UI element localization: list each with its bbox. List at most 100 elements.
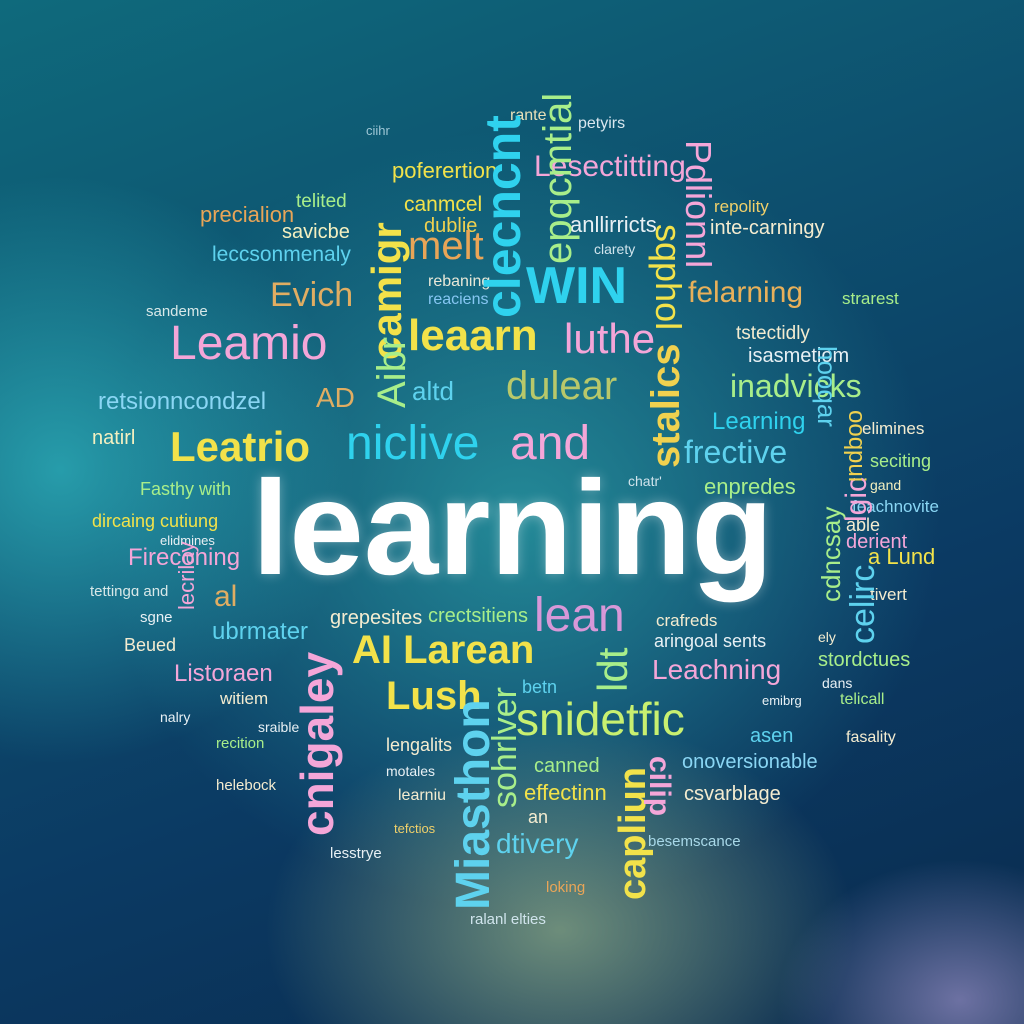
word: tefctios xyxy=(394,821,436,836)
word: tettingɑ and xyxy=(90,583,169,600)
word: Leamio xyxy=(170,317,328,370)
word: rante xyxy=(510,107,547,124)
word-vertical: Pdlionnl xyxy=(678,140,719,269)
word: AI Larean xyxy=(352,628,535,672)
word-vertical: cnigaley xyxy=(291,651,343,836)
word: fasality xyxy=(846,729,896,746)
word: derient xyxy=(846,531,908,553)
word: reaciens xyxy=(428,291,489,308)
word: learniu xyxy=(398,787,447,804)
word: stordctues xyxy=(818,649,911,671)
word: frective xyxy=(684,434,788,470)
word: enpredes xyxy=(704,474,796,499)
word: altd xyxy=(412,376,454,406)
word: dircaing cutiung xyxy=(92,511,219,531)
word: canmcel xyxy=(404,193,483,216)
word: sandeme xyxy=(146,303,208,320)
word: tstectidly xyxy=(736,323,810,344)
word: sraible xyxy=(258,719,300,735)
word: ciihr xyxy=(366,123,390,138)
word: gand xyxy=(870,477,902,493)
word: Fireconing xyxy=(128,544,241,571)
word: leaarn xyxy=(408,311,538,360)
word: lesstrye xyxy=(330,845,382,862)
word: natirl xyxy=(92,427,136,449)
word: Leatrio xyxy=(170,423,311,470)
word: WIN xyxy=(526,257,628,315)
word: Beued xyxy=(124,635,177,655)
word: savicbe xyxy=(282,221,350,243)
word: repolity xyxy=(714,197,769,216)
word: dans xyxy=(822,675,853,691)
word: leccsonmenaly xyxy=(212,243,351,266)
word-vertical: celirc xyxy=(844,564,882,644)
word: AD xyxy=(316,382,355,413)
word: canned xyxy=(534,755,600,777)
word-vertical: ldt xyxy=(589,647,636,692)
word: besemscance xyxy=(648,833,741,850)
word: ralanl elties xyxy=(470,911,546,928)
word: feachnovite xyxy=(852,497,939,516)
word: seciting xyxy=(870,451,932,471)
word: niclive xyxy=(346,417,480,470)
word-vertical: epqcmtial xyxy=(536,92,580,264)
word: felarning xyxy=(688,276,804,309)
word: onoversionable xyxy=(682,751,818,773)
word: ubrmater xyxy=(212,618,309,645)
word: telited xyxy=(296,191,347,212)
word: lengalits xyxy=(386,735,453,755)
word: an xyxy=(528,807,549,827)
word: snidetfic xyxy=(516,693,685,745)
word: dublie xyxy=(424,215,478,237)
word: dtivery xyxy=(496,828,579,859)
word-vertical: lecrilay xyxy=(174,541,199,610)
word: motales xyxy=(386,763,436,779)
word: recition xyxy=(216,735,265,752)
word: elimines xyxy=(862,419,925,438)
word: Evich xyxy=(270,276,354,314)
word: csvarblage xyxy=(684,783,781,805)
word: petyirs xyxy=(578,115,626,132)
word: nalry xyxy=(160,709,191,725)
word-vertical: clecncnt xyxy=(475,115,531,318)
word: Lesectitting xyxy=(534,150,686,183)
word-vertical: cilip xyxy=(643,756,676,817)
word-vertical: sohrlver xyxy=(486,687,524,808)
word: betn xyxy=(522,677,558,697)
word: strarest xyxy=(842,289,899,308)
word-learning-headline: learning xyxy=(252,454,774,603)
word: helebock xyxy=(216,777,277,794)
word: clarety xyxy=(594,241,636,257)
word: and xyxy=(510,417,591,470)
word: inadvicks xyxy=(730,368,862,404)
word: able xyxy=(846,515,881,535)
word: poferertion xyxy=(392,158,498,183)
word-vertical: hooqar xyxy=(812,346,842,427)
word: precialion xyxy=(200,202,295,227)
word: inte-carningy xyxy=(710,217,825,239)
word: ely xyxy=(818,629,836,645)
word: telicall xyxy=(840,691,885,708)
word: grepesites xyxy=(330,607,423,629)
word: anllirricts xyxy=(570,212,657,237)
word: crafreds xyxy=(656,611,718,630)
word: asen xyxy=(750,725,794,747)
word: melt xyxy=(408,224,484,268)
word: retsionncondzel xyxy=(98,388,267,415)
word: Listoraen xyxy=(174,660,273,687)
word: dulear xyxy=(506,364,618,408)
word: Learning xyxy=(712,408,806,435)
word: al xyxy=(214,580,238,613)
word: rebaning xyxy=(428,273,491,290)
word: isasmetiom xyxy=(748,345,850,367)
word: effectinn xyxy=(524,780,607,805)
word: Lush xyxy=(386,674,482,718)
word: sgne xyxy=(140,609,173,626)
word-vertical: Aibr xyxy=(370,336,414,408)
word: emibrg xyxy=(762,693,802,708)
word-vertical: stalics xyxy=(644,343,688,468)
word: Leachning xyxy=(652,654,782,685)
word: a Lund xyxy=(868,544,936,569)
word: elidmines xyxy=(160,533,215,548)
